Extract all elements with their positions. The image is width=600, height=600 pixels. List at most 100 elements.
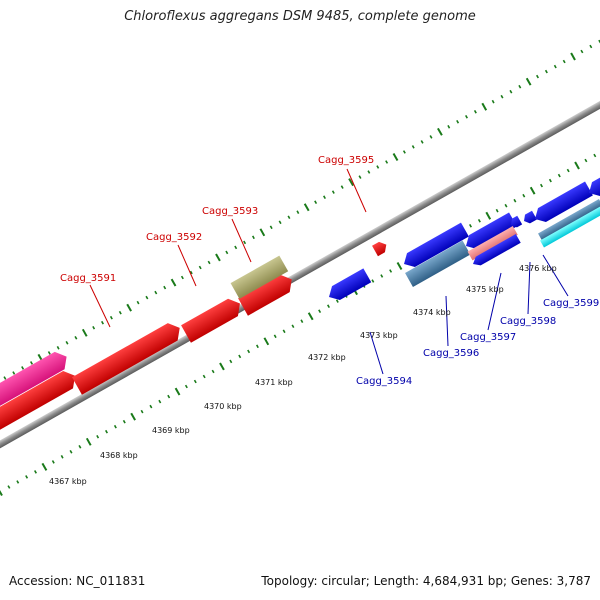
- tick-mark: [122, 419, 126, 424]
- tick-mark: [47, 351, 51, 355]
- tick-mark: [437, 127, 443, 136]
- tick-mark: [469, 224, 472, 228]
- gene-label-cagg-3593[interactable]: Cagg_3593: [202, 206, 258, 217]
- tick-mark: [118, 310, 122, 315]
- gene-label-cagg-3596[interactable]: Cagg_3596: [423, 348, 479, 359]
- gene-3593-olive-block[interactable]: [230, 255, 289, 299]
- tick-mark: [513, 198, 517, 203]
- tick-mark: [78, 445, 82, 449]
- upper-tick-track: [3, 39, 600, 380]
- tick-mark: [566, 168, 570, 173]
- tick-mark: [318, 309, 322, 313]
- gene-label-cagg-3592[interactable]: Cagg_3592: [146, 232, 202, 243]
- gene-3599-block[interactable]: [531, 181, 593, 226]
- gene-3597-blue-lower-block[interactable]: [471, 234, 521, 268]
- tick-mark: [522, 193, 526, 198]
- scale-label-4369: 4369 kbp: [152, 426, 190, 435]
- gene-3593-block[interactable]: [238, 271, 297, 316]
- gene-label-cagg-3594[interactable]: Cagg_3594: [356, 376, 412, 387]
- gene-3591-block[interactable]: [72, 319, 185, 395]
- tick-mark: [60, 455, 64, 459]
- scale-label-4375: 4375 kbp: [466, 285, 504, 294]
- tick-mark: [389, 269, 393, 273]
- gene-3594-block[interactable]: [325, 268, 372, 304]
- gene-3590b-block[interactable]: [0, 367, 80, 434]
- gene-label-cagg-3598[interactable]: Cagg_3598: [500, 316, 556, 327]
- tick-mark: [263, 337, 270, 346]
- tick-mark: [456, 120, 460, 124]
- tick-mark: [193, 379, 197, 384]
- tick-mark: [562, 59, 566, 64]
- tick-mark: [335, 299, 339, 303]
- gene-3596-block[interactable]: [405, 240, 471, 287]
- tick-mark: [225, 250, 229, 255]
- tick-mark: [314, 200, 318, 204]
- gene-3592-block[interactable]: [181, 295, 245, 343]
- tick-mark: [495, 208, 499, 213]
- scale-label-4374: 4374 kbp: [413, 308, 451, 317]
- gene-3598b-block[interactable]: [522, 210, 537, 226]
- tick-mark: [340, 185, 344, 189]
- gene-3599-cyan-block[interactable]: [540, 206, 600, 248]
- tick-mark: [126, 303, 132, 312]
- tick-mark: [570, 52, 576, 61]
- tick-mark: [287, 215, 291, 219]
- tick-mark: [307, 312, 314, 321]
- tick-mark: [130, 412, 136, 421]
- tick-mark: [154, 290, 158, 295]
- tick-mark: [215, 253, 221, 262]
- gene-3590-block[interactable]: [0, 348, 72, 409]
- gene-label-cagg-3591[interactable]: Cagg_3591: [60, 273, 116, 284]
- gene-3596b-block[interactable]: [400, 222, 469, 271]
- tick-mark: [557, 173, 561, 178]
- tick-mark: [269, 225, 273, 230]
- gene-3597-salmon-block[interactable]: [467, 226, 518, 261]
- tick-mark: [584, 158, 588, 163]
- tick-mark: [180, 275, 184, 280]
- gene-3600-block[interactable]: [585, 171, 600, 200]
- tick-mark: [158, 399, 162, 404]
- gene-3595-block[interactable]: [372, 239, 389, 257]
- gene-label-cagg-3597[interactable]: Cagg_3597: [460, 332, 516, 343]
- tick-mark: [74, 336, 78, 340]
- tick-mark: [553, 64, 557, 69]
- tick-mark: [485, 211, 492, 220]
- tick-mark: [184, 384, 188, 389]
- tick-mark: [371, 279, 375, 283]
- tick-mark: [504, 203, 508, 208]
- tick-mark: [34, 470, 37, 474]
- gene-3597-block[interactable]: [462, 212, 517, 253]
- reverse-genes: [325, 171, 600, 304]
- tick-mark: [300, 319, 304, 323]
- tick-mark: [69, 450, 73, 454]
- tick-mark: [259, 228, 266, 237]
- tick-mark: [396, 262, 403, 270]
- gene-label-cagg-3599[interactable]: Cagg_3599: [543, 298, 599, 309]
- gene-labels: Cagg_3591 Cagg_3592 Cagg_3593 Cagg_3595 …: [60, 155, 599, 387]
- gene-3599-steel-block[interactable]: [538, 199, 600, 241]
- tick-mark: [167, 394, 171, 399]
- tick-mark: [255, 344, 259, 349]
- scale-label-4371: 4371 kbp: [255, 378, 293, 387]
- gene-label-cagg-3595[interactable]: Cagg_3595: [318, 155, 374, 166]
- tick-mark: [243, 240, 247, 245]
- accession-text: Accession: NC_011831: [9, 574, 146, 588]
- tick-mark: [348, 178, 354, 187]
- tick-mark: [81, 328, 88, 337]
- tick-mark: [92, 326, 96, 330]
- tick-mark: [465, 115, 468, 119]
- tick-mark: [323, 195, 326, 199]
- tick-mark: [56, 346, 60, 350]
- scale-label-4376: 4376 kbp: [519, 264, 557, 273]
- tick-mark: [65, 341, 69, 345]
- tick-mark: [392, 153, 399, 161]
- tick-mark: [202, 374, 206, 379]
- tick-mark: [238, 354, 242, 359]
- tick-mark: [85, 437, 92, 446]
- tick-mark: [420, 140, 424, 144]
- tick-mark: [358, 175, 362, 179]
- forward-genes: [0, 239, 389, 434]
- tick-mark: [229, 359, 233, 364]
- gene-3598-block[interactable]: [509, 215, 523, 230]
